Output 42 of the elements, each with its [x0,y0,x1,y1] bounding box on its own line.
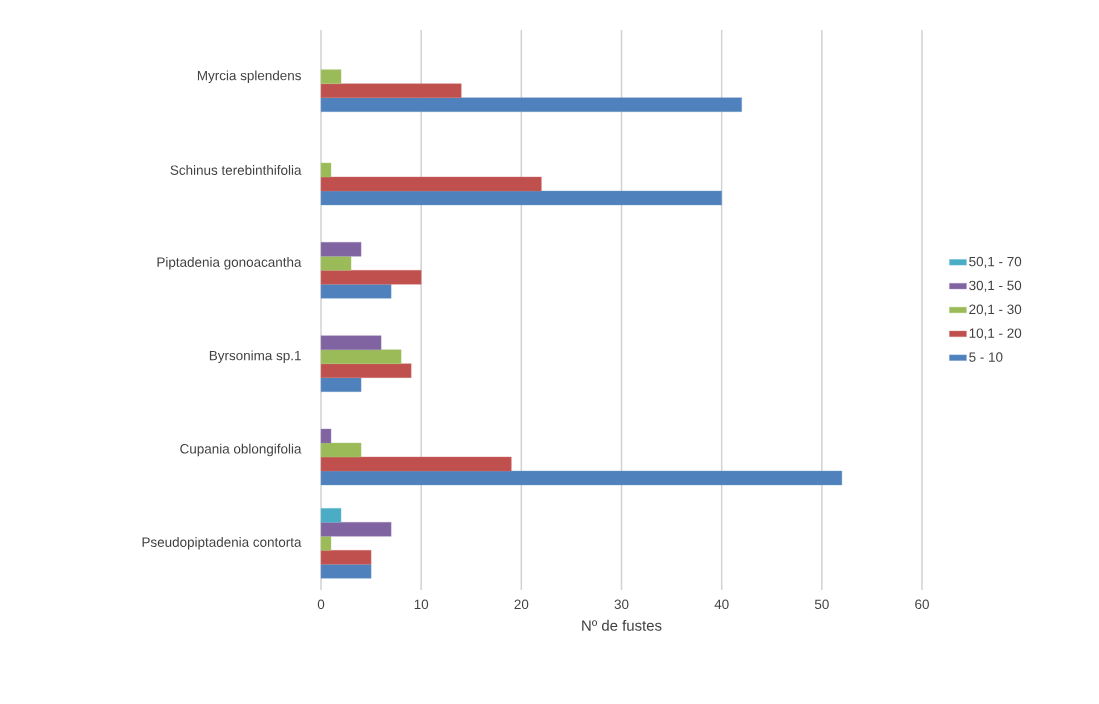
bar [320,522,392,537]
bar [320,550,372,565]
legend-label: 20,1 - 30 [969,304,1022,316]
bar [320,190,722,206]
bar [320,256,352,271]
bar [320,97,742,112]
bar [320,456,512,472]
bar [320,176,542,192]
legend-label: 30,1 - 50 [969,280,1022,292]
x-tick-label: 30 [614,599,629,610]
bar [320,162,332,178]
bar [320,349,402,364]
bar [320,428,332,444]
bar [320,470,843,486]
x-axis-title: Nº de fustes [582,619,662,631]
y-tick-label: Pseudopiptadenia contorta [142,537,302,550]
bar [320,442,362,458]
bar [320,284,392,299]
bar [320,536,332,551]
y-tick-label: Piptadenia gonoacantha [157,257,302,270]
bar [320,270,422,285]
x-tick-label: 10 [414,599,429,610]
legend-label: 10,1 - 20 [969,328,1022,340]
bar [320,564,372,579]
bar [320,377,362,392]
x-tick-label: 60 [915,599,929,610]
bar [320,69,342,84]
bar [320,83,462,98]
y-tick-label: Cupania oblongifolia [180,443,302,457]
legend-label: 50,1 - 70 [969,256,1022,268]
legend-label: 5 - 10 [969,352,1003,362]
y-tick-label: Byrsonima sp.1 [209,350,301,363]
x-tick-label: 50 [814,599,829,610]
x-tick-label: 40 [714,599,729,610]
bar [320,242,362,257]
y-tick-label: Schinus terebinthifolia [170,165,302,175]
bar [320,335,382,350]
bar [320,508,342,523]
y-tick-label: Myrcia splendens [197,70,301,83]
bar [320,363,412,378]
x-tick-label: 0 [317,599,325,610]
x-tick-label: 20 [514,599,529,610]
